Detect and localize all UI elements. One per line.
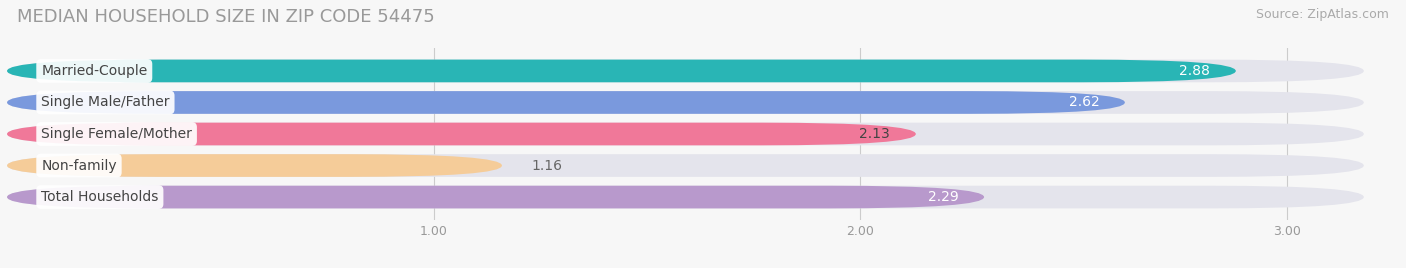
Text: Single Female/Mother: Single Female/Mother [41,127,193,141]
Text: Total Households: Total Households [41,190,159,204]
Text: 2.29: 2.29 [928,190,959,204]
Text: Single Male/Father: Single Male/Father [41,95,170,109]
FancyBboxPatch shape [7,59,1236,82]
FancyBboxPatch shape [7,123,1364,145]
FancyBboxPatch shape [7,154,502,177]
FancyBboxPatch shape [7,154,1364,177]
Text: 1.16: 1.16 [531,159,562,173]
Text: 2.88: 2.88 [1180,64,1211,78]
Text: Married-Couple: Married-Couple [41,64,148,78]
Text: 2.13: 2.13 [859,127,890,141]
FancyBboxPatch shape [7,186,984,209]
FancyBboxPatch shape [7,91,1364,114]
FancyBboxPatch shape [7,186,1364,209]
FancyBboxPatch shape [7,123,915,145]
Text: Non-family: Non-family [41,159,117,173]
Text: Source: ZipAtlas.com: Source: ZipAtlas.com [1256,8,1389,21]
Text: 2.62: 2.62 [1069,95,1099,109]
FancyBboxPatch shape [7,59,1364,82]
Text: MEDIAN HOUSEHOLD SIZE IN ZIP CODE 54475: MEDIAN HOUSEHOLD SIZE IN ZIP CODE 54475 [17,8,434,26]
FancyBboxPatch shape [7,91,1125,114]
